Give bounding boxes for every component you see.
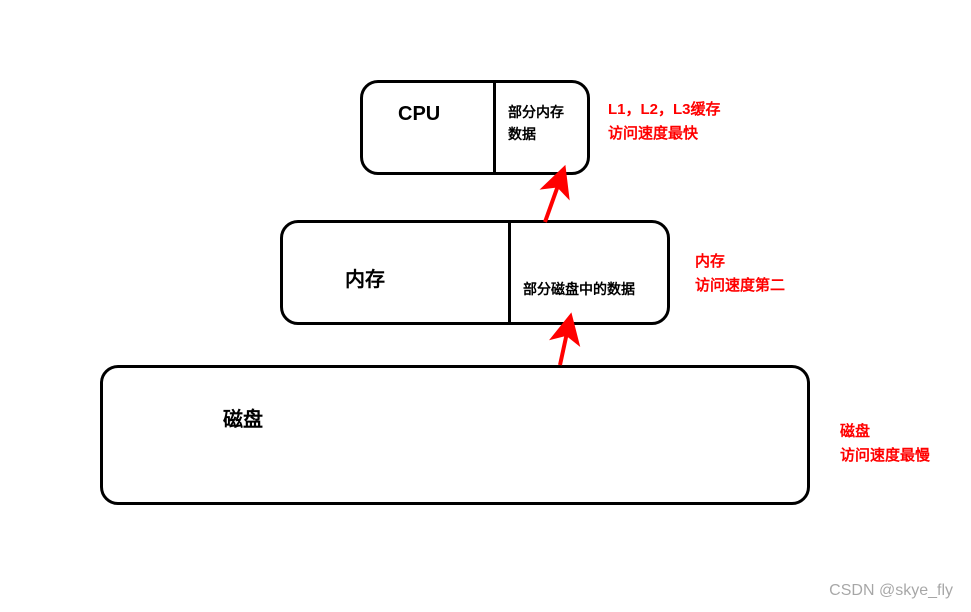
- memory-annot-line1: 内存: [695, 253, 725, 270]
- cpu-annotation: L1，L2，L3缓存 访问速度最快: [608, 98, 721, 146]
- cpu-box: CPU 部分内存 数据: [360, 80, 590, 175]
- watermark: CSDN @skye_fly: [829, 582, 953, 600]
- memory-sub-label: 部分磁盘中的数据: [523, 278, 635, 300]
- disk-annot-line2: 访问速度最慢: [840, 447, 930, 464]
- memory-title: 内存: [345, 263, 385, 292]
- memory-annot-line2: 访问速度第二: [695, 277, 785, 294]
- cpu-divider: [493, 83, 496, 172]
- disk-annotation: 磁盘 访问速度最慢: [840, 420, 930, 468]
- cpu-sub-label: 部分内存 数据: [508, 101, 564, 146]
- disk-box: 磁盘: [100, 365, 810, 505]
- cpu-sub-line2: 数据: [508, 126, 536, 142]
- memory-annotation: 内存 访问速度第二: [695, 250, 785, 298]
- memory-box: 内存 部分磁盘中的数据: [280, 220, 670, 325]
- disk-title: 磁盘: [223, 403, 263, 432]
- memory-divider: [508, 223, 511, 322]
- cpu-annot-line1: L1，L2，L3缓存: [608, 101, 721, 118]
- cpu-sub-line1: 部分内存: [508, 104, 564, 120]
- cpu-annot-line2: 访问速度最快: [608, 125, 698, 142]
- disk-annot-line1: 磁盘: [840, 423, 870, 440]
- cpu-title: CPU: [398, 103, 440, 126]
